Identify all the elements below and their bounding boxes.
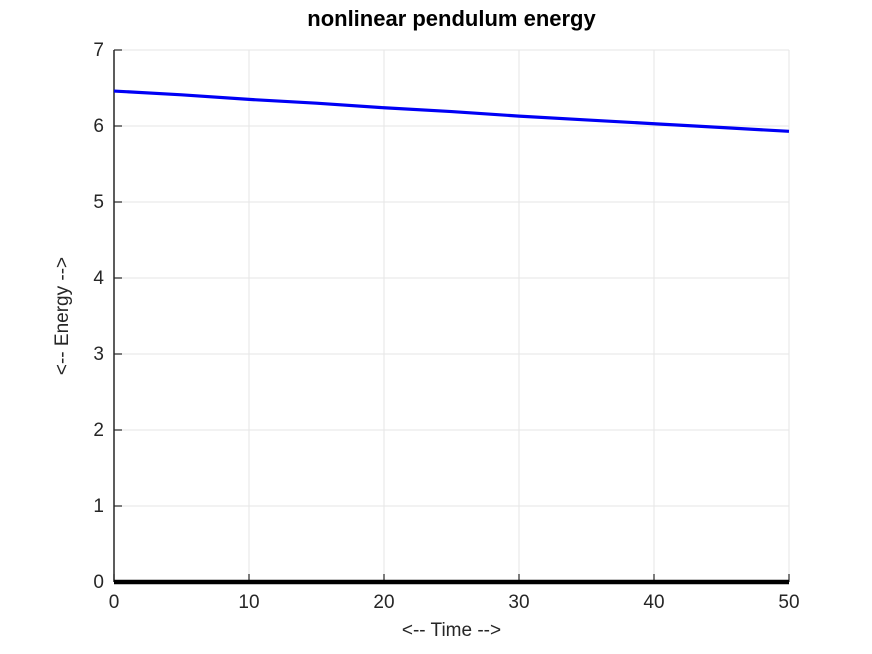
y-tick-label: 1: [93, 496, 104, 517]
x-tick-label: 50: [778, 592, 799, 613]
data-line-pendulum-energy: [113, 89, 790, 133]
y-tick-label: 7: [93, 40, 104, 61]
x-tick-label: 10: [238, 592, 259, 613]
x-tick-label: 30: [508, 592, 529, 613]
x-tick-label: 40: [643, 592, 664, 613]
y-tick-label: 6: [93, 116, 104, 137]
x-tick-label: 0: [109, 592, 120, 613]
y-tick-label: 5: [93, 192, 104, 213]
chart-title: nonlinear pendulum energy: [307, 6, 596, 31]
y-tick-label: 2: [93, 420, 104, 441]
y-tick-label: 4: [93, 268, 104, 289]
x-tick-label: 20: [373, 592, 394, 613]
x-axis-label: <-- Time -->: [401, 620, 502, 641]
y-tick-label: 3: [93, 344, 104, 365]
y-tick-label: 0: [93, 572, 104, 593]
